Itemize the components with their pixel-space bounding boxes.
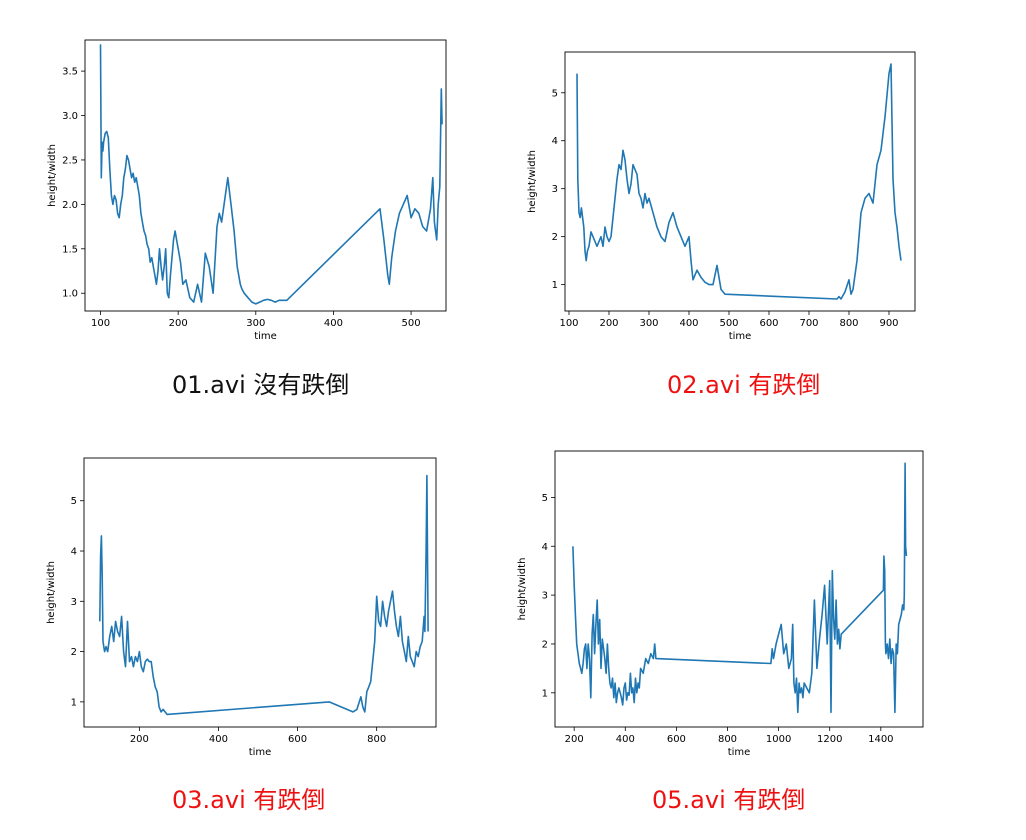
y-tick-label: 1.5 (62, 244, 78, 255)
plot-frame (83, 457, 437, 728)
series-line (99, 44, 443, 305)
x-tick-label: 1000 (766, 734, 791, 745)
y-tick-label: 2 (552, 232, 558, 243)
x-tick-label: 600 (667, 734, 686, 745)
series-line (99, 474, 429, 716)
x-tick-label: 400 (324, 318, 343, 329)
x-tick-label: 600 (288, 734, 307, 745)
x-tick-label: 800 (367, 734, 386, 745)
y-tick-label: 5 (552, 88, 558, 99)
x-tick-label: 100 (559, 318, 578, 329)
plot-frame (554, 450, 924, 728)
y-tick-label: 3.5 (62, 67, 78, 78)
chart-caption-05: 05.avi 有跌倒 (652, 786, 806, 814)
x-tick-label: 600 (759, 318, 778, 329)
plot-frame (84, 39, 447, 312)
y-axis-label: height/width (517, 558, 528, 621)
x-axis-label: time (729, 331, 752, 342)
y-axis-label: height/width (46, 561, 57, 624)
x-tick-label: 300 (246, 318, 265, 329)
y-tick-label: 5 (71, 496, 77, 507)
y-tick-label: 1.0 (62, 289, 78, 300)
y-tick-label: 2.0 (62, 200, 78, 211)
y-tick-label: 4 (542, 542, 548, 553)
y-tick-label: 1 (71, 697, 77, 708)
y-tick-label: 5 (542, 493, 548, 504)
x-tick-label: 400 (209, 734, 228, 745)
x-axis-label: time (254, 331, 277, 342)
series-line (576, 63, 902, 300)
y-tick-label: 4 (71, 547, 77, 558)
x-tick-label: 500 (719, 318, 738, 329)
x-tick-label: 200 (169, 318, 188, 329)
y-tick-label: 2 (71, 647, 77, 658)
x-tick-label: 200 (565, 734, 584, 745)
y-tick-label: 3 (542, 591, 548, 602)
x-tick-label: 300 (639, 318, 658, 329)
y-tick-label: 2 (542, 639, 548, 650)
x-tick-label: 800 (718, 734, 737, 745)
x-tick-label: 200 (130, 734, 149, 745)
chart-caption-02: 02.avi 有跌倒 (667, 371, 821, 399)
x-tick-label: 200 (599, 318, 618, 329)
x-tick-label: 900 (879, 318, 898, 329)
x-tick-label: 1400 (868, 734, 893, 745)
y-tick-label: 1 (552, 280, 558, 291)
x-tick-label: 700 (799, 318, 818, 329)
y-axis-label: height/width (527, 150, 538, 213)
y-tick-label: 3.0 (62, 111, 78, 122)
x-tick-label: 800 (839, 318, 858, 329)
x-tick-label: 400 (616, 734, 635, 745)
x-tick-label: 100 (91, 318, 110, 329)
chart-caption-03: 03.avi 有跌倒 (172, 786, 326, 814)
plot-frame (564, 51, 916, 312)
y-tick-label: 3 (71, 597, 77, 608)
y-tick-label: 1 (542, 688, 548, 699)
x-tick-label: 1200 (817, 734, 842, 745)
y-tick-label: 2.5 (62, 155, 78, 166)
x-tick-label: 500 (402, 318, 421, 329)
y-tick-label: 3 (552, 184, 558, 195)
x-tick-label: 400 (679, 318, 698, 329)
chart-caption-01: 01.avi 沒有跌倒 (172, 371, 350, 399)
x-axis-label: time (249, 747, 272, 758)
x-axis-label: time (728, 747, 751, 758)
y-axis-label: height/width (47, 144, 58, 207)
y-tick-label: 4 (552, 136, 558, 147)
series-line (572, 462, 908, 714)
